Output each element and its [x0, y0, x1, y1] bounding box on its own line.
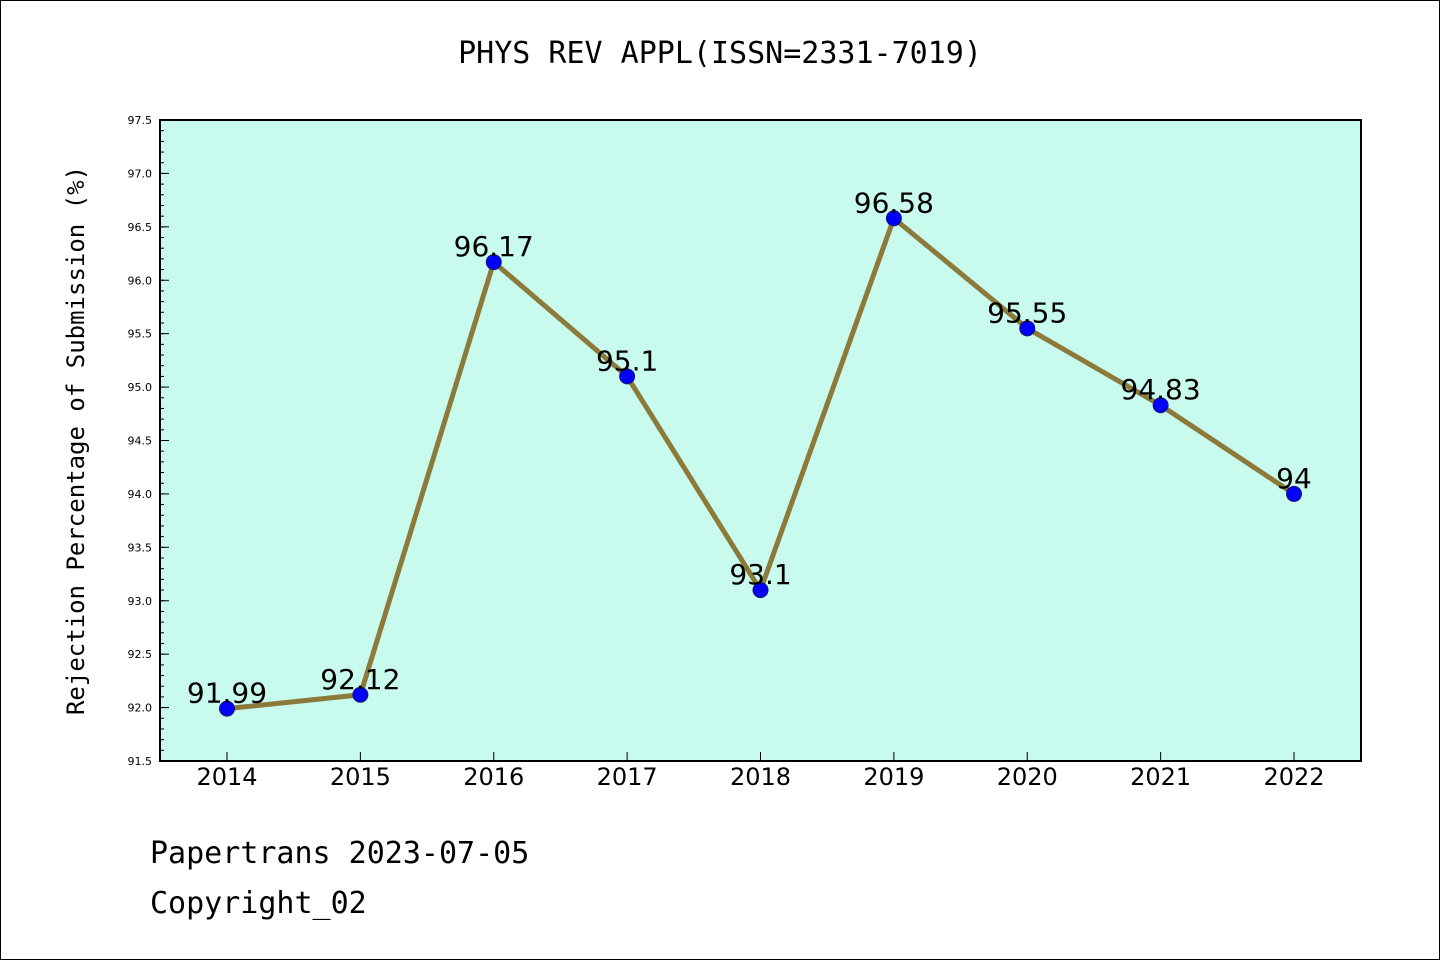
data-point-marker [219, 700, 235, 717]
data-label: 95.55 [987, 296, 1067, 329]
y-tick-label: 92.5 [128, 648, 153, 661]
y-tick-label: 97.5 [128, 114, 153, 127]
data-label: 96.58 [854, 186, 934, 219]
marker-group [219, 210, 1302, 717]
y-tick-label: 92.0 [128, 702, 153, 715]
data-label: 94 [1276, 462, 1312, 495]
data-label: 93.1 [729, 558, 791, 591]
data-point-marker [485, 254, 502, 271]
y-tick-label: 93.0 [128, 595, 153, 608]
y-tick-label: 94.0 [128, 488, 153, 501]
data-label: 92.12 [320, 663, 400, 696]
data-label: 94.83 [1121, 373, 1201, 406]
x-tick-label: 2017 [597, 763, 658, 791]
y-tick-label: 94.5 [128, 435, 153, 448]
data-point-marker [1152, 397, 1169, 414]
y-tick-label: 97.0 [128, 167, 153, 180]
x-tick-label: 2015 [330, 763, 391, 791]
x-tick-label: 2021 [1130, 763, 1191, 791]
y-tick-label: 93.5 [128, 541, 153, 554]
plot-area [160, 120, 1361, 761]
y-tick-label: 91.5 [128, 755, 153, 768]
chart-title: PHYS REV APPL(ISSN=2331-7019) [458, 36, 982, 71]
data-label-group: 91.99 92.12 96.17 95.1 93.1 96.58 95.55 94.83 94 [187, 186, 1312, 709]
data-label: 95.1 [596, 344, 658, 377]
plot-border [159, 119, 1362, 762]
data-point-marker [352, 686, 369, 703]
y-axis-ticks: 91.5 92.0 92.5 93.0 93.5 94.0 94.5 95.0 95.5 96.0… [128, 114, 169, 768]
y-tick-label: 96.5 [128, 221, 153, 234]
footer-source: Papertrans 2023-07-05 [150, 836, 530, 871]
data-point-marker [752, 582, 769, 599]
data-label: 96.17 [454, 230, 534, 263]
x-tick-label: 2022 [1263, 763, 1324, 791]
x-tick-label: 2020 [997, 763, 1058, 791]
y-tick-label: 95.5 [128, 328, 153, 341]
data-point-marker [619, 368, 636, 385]
footer-copyright: Copyright_02 [150, 886, 367, 921]
data-label: 91.99 [187, 677, 267, 710]
x-tick-label: 2018 [730, 763, 791, 791]
x-tick-label: 2019 [863, 763, 924, 791]
y-tick-label: 96.0 [128, 274, 153, 287]
x-axis-ticks: 2014 2015 2016 2017 2018 2019 2020 2021 2022 [196, 752, 1325, 791]
y-tick-label: 95.0 [128, 381, 153, 394]
data-point-marker [1286, 485, 1302, 502]
data-point-marker [1019, 320, 1036, 337]
x-tick-label: 2014 [196, 763, 257, 791]
data-point-marker [885, 210, 902, 227]
x-tick-label: 2016 [463, 763, 524, 791]
y-axis-title: Rejection Percentage of Submission (%) [62, 166, 90, 715]
